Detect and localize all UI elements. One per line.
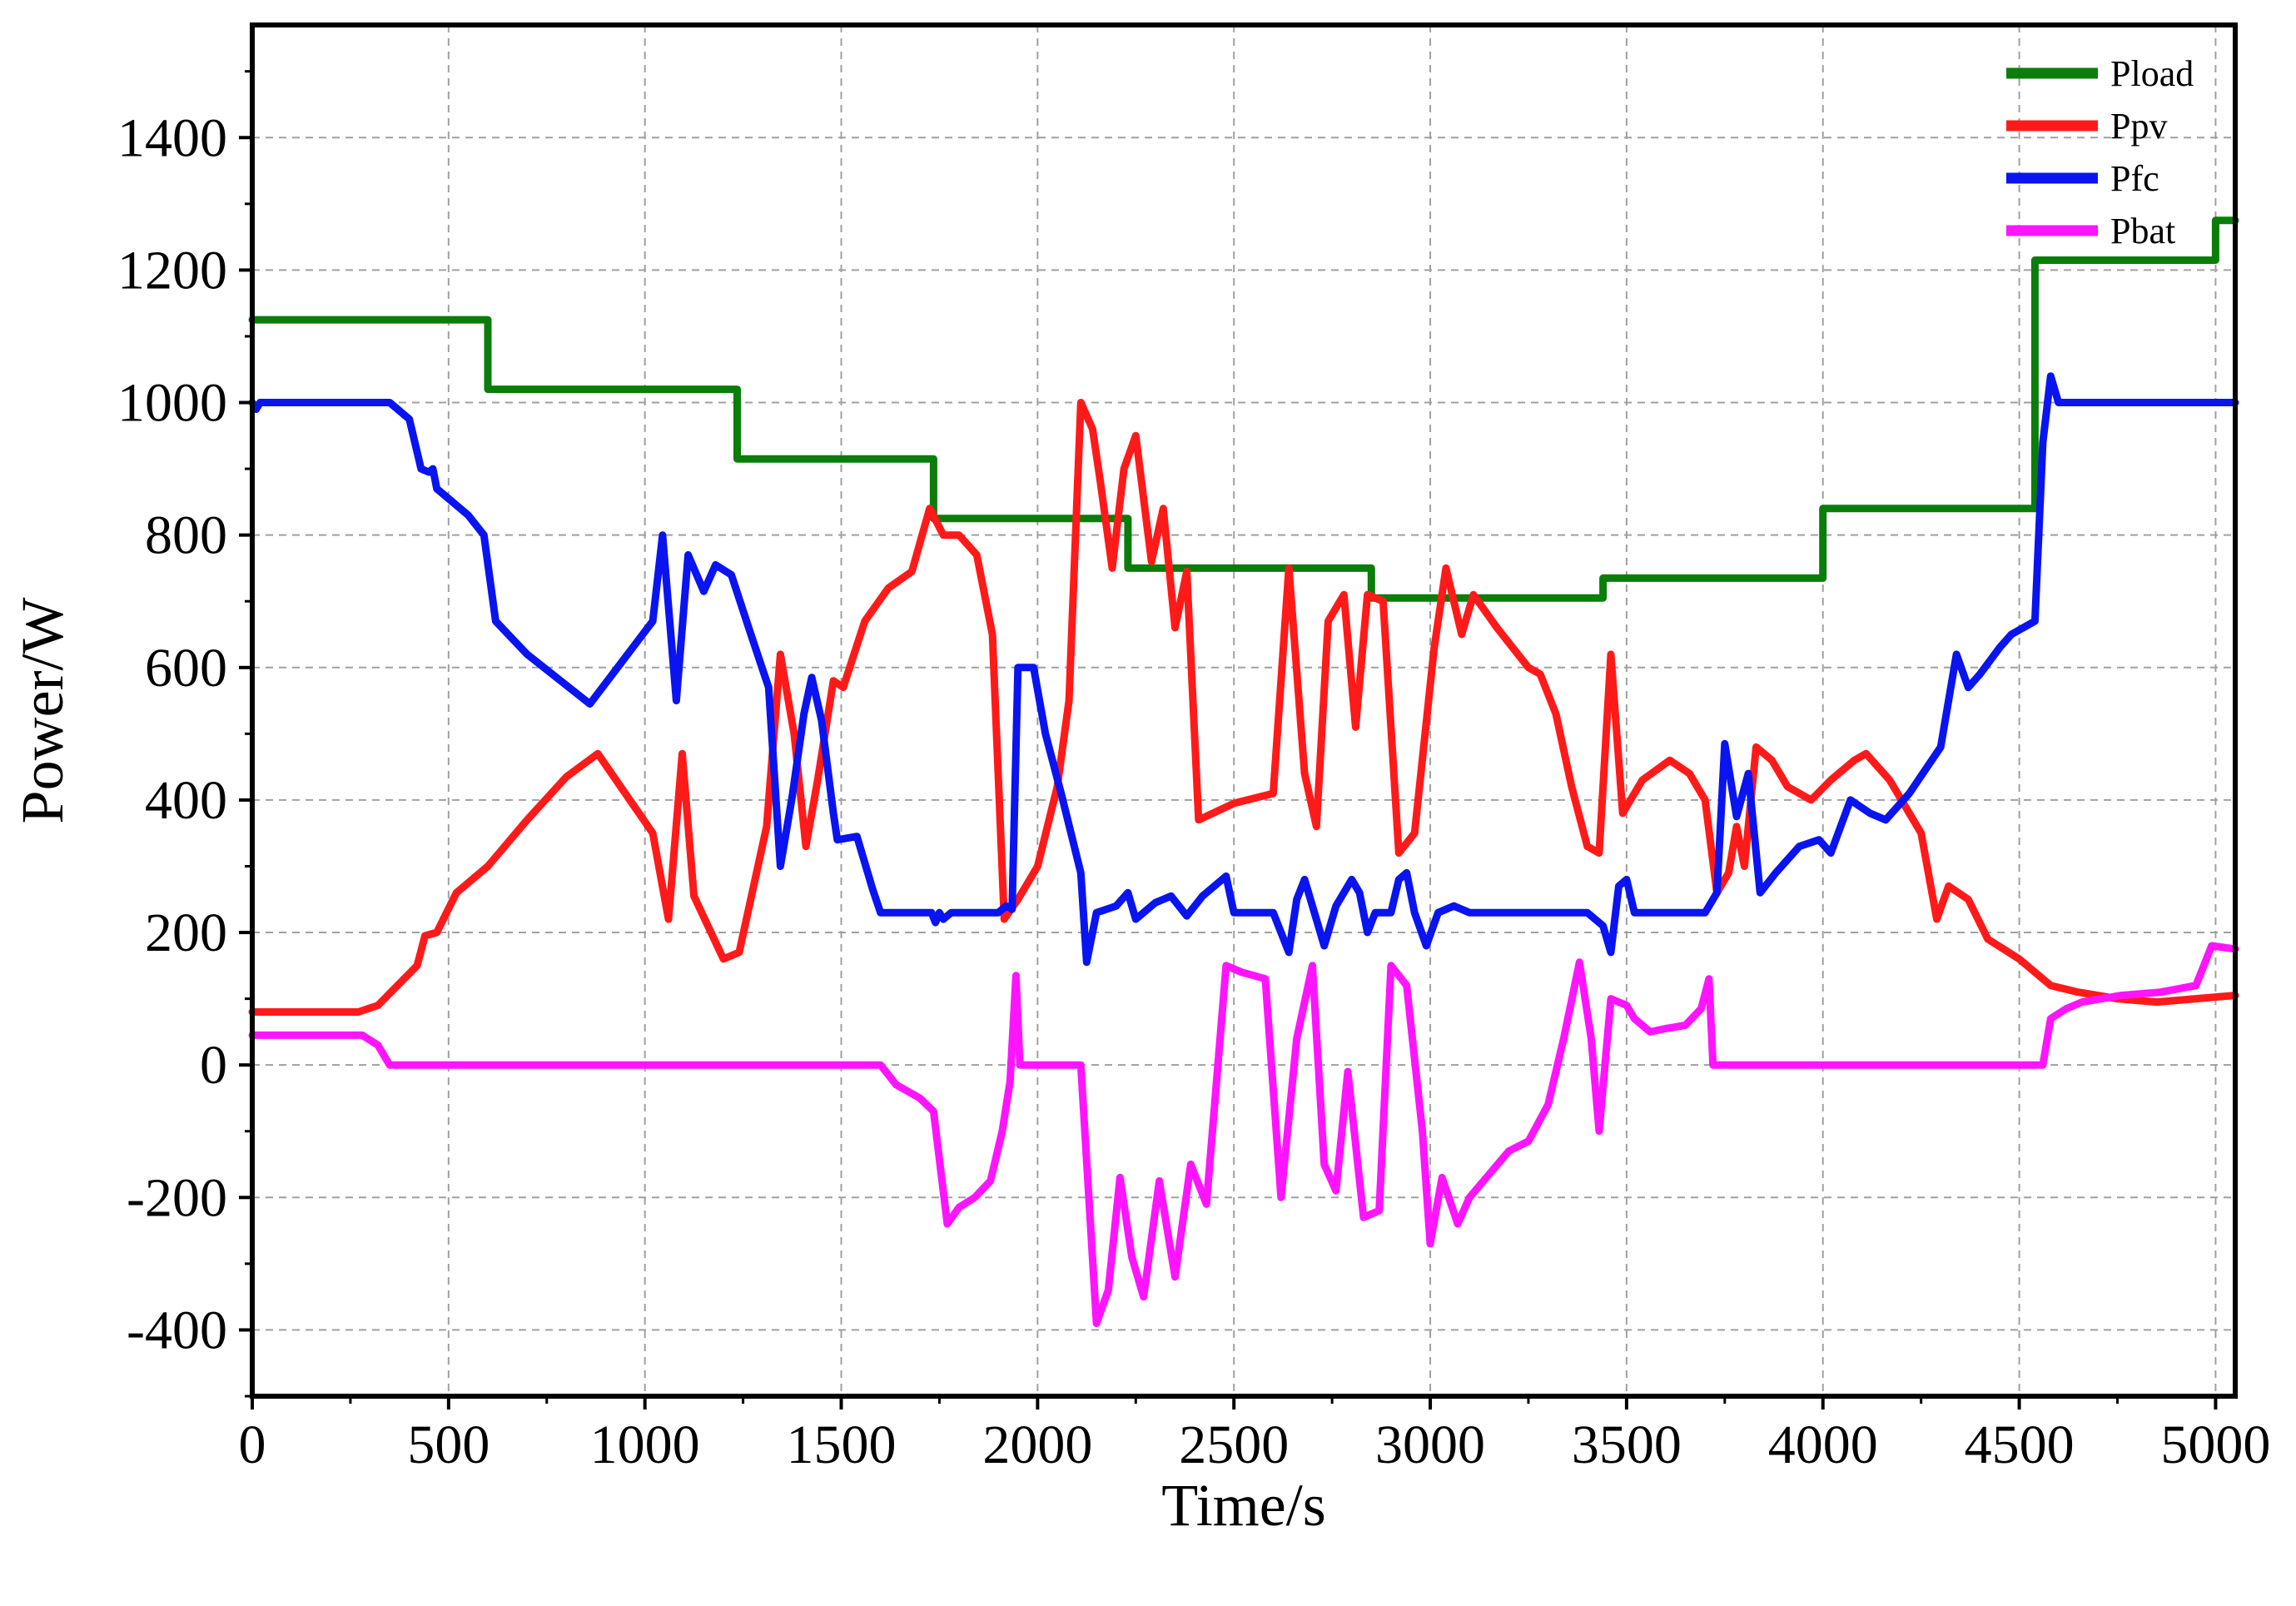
x-tick-label: 1000 <box>590 1415 700 1475</box>
x-tick-label: 4500 <box>1965 1415 2075 1475</box>
series-line-pfc <box>248 372 2239 967</box>
series-line-pload <box>248 216 2239 602</box>
legend-label-pfc: Pfc <box>2110 158 2159 199</box>
axis-ticks <box>239 70 2218 1410</box>
x-tick-label: 1500 <box>787 1415 897 1475</box>
x-tick-label: 3500 <box>1572 1415 1682 1475</box>
x-tick-label: 2500 <box>1179 1415 1289 1475</box>
y-tick-label: 0 <box>200 1035 227 1096</box>
legend-label-pbat: Pbat <box>2110 211 2175 251</box>
y-tick-label: -200 <box>127 1167 227 1228</box>
y-tick-label: 200 <box>145 902 227 963</box>
y-axis-title: Power/W <box>9 597 76 823</box>
legend: Pload Ppv Pfc Pbat <box>2006 53 2194 251</box>
series-line-pbat <box>248 942 2239 1327</box>
plot-frame <box>250 22 2238 1399</box>
x-tick-label: 3000 <box>1375 1415 1485 1475</box>
y-tick-label: 400 <box>145 770 227 831</box>
y-tick-label: 600 <box>145 638 227 699</box>
x-tick-label: 500 <box>407 1415 490 1475</box>
x-tick-label: 4000 <box>1768 1415 1878 1475</box>
x-tick-labels: 0 500 1000 1500 2000 2500 3000 3500 4000 4500 5000 <box>239 1415 2271 1475</box>
legend-label-ppv: Ppv <box>2110 106 2167 147</box>
y-tick-label: -400 <box>127 1300 227 1360</box>
y-tick-label: 1000 <box>117 373 227 434</box>
x-tick-label: 0 <box>239 1415 266 1475</box>
y-tick-label: 1200 <box>117 240 227 301</box>
y-tick-label: 1400 <box>117 107 227 168</box>
series-lines <box>248 216 2239 1327</box>
grid-lines <box>252 25 2235 1396</box>
x-tick-label: 2000 <box>982 1415 1092 1475</box>
x-tick-label: 5000 <box>2160 1415 2270 1475</box>
y-tick-label: 800 <box>145 505 227 566</box>
y-tick-labels: -400 -200 0 200 400 600 800 1000 1200 1400 <box>117 107 227 1360</box>
x-axis-title: Time/s <box>1161 1472 1325 1539</box>
series-line-ppv <box>248 399 2239 1016</box>
legend-label-pload: Pload <box>2110 53 2194 94</box>
